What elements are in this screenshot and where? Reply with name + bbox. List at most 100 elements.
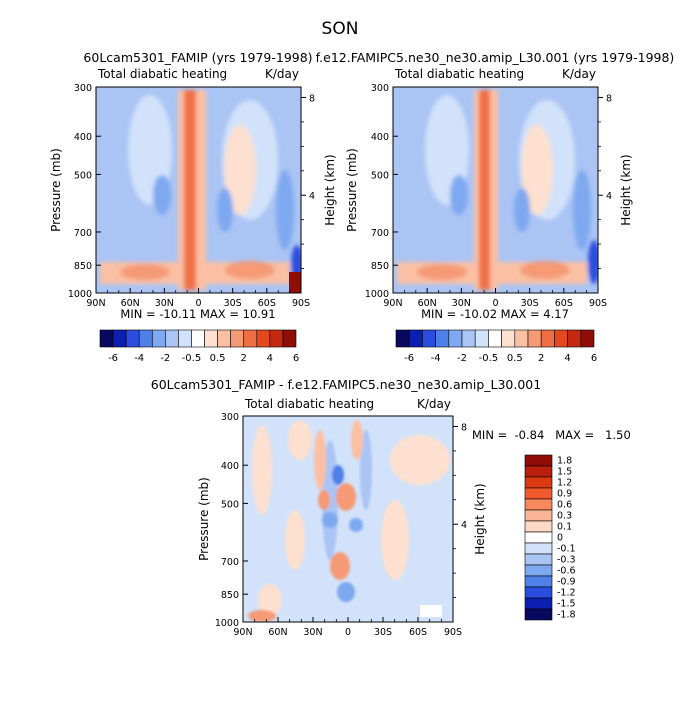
panel-1-polar-red: [289, 272, 301, 293]
x-tick-label: 60S: [258, 298, 276, 309]
panel-3-units: K/day: [417, 397, 451, 411]
colorbar-swatch: [138, 329, 153, 348]
colorbar-swatch: [524, 586, 553, 599]
y-tick-label: 300: [371, 83, 389, 94]
panel-3-pale-warm: [252, 425, 272, 515]
colorbar-label: -4: [431, 353, 441, 364]
y-tick-label: 1000: [215, 618, 239, 629]
colorbar-label: 2: [241, 353, 247, 364]
panel-3-warm-core: [351, 420, 363, 460]
colorbar-swatch: [524, 498, 553, 511]
colorbar-swatch: [554, 329, 568, 348]
colorbar-swatch: [474, 329, 489, 348]
colorbar-label: -0.1: [557, 543, 576, 554]
panel-2-min-max: MIN = -10.02 MAX = 4.17: [421, 307, 569, 321]
x-tick-label: 90N: [383, 298, 402, 309]
panel-3-cool-core: [332, 465, 344, 485]
colorbar-label: -6: [108, 353, 118, 364]
colorbar-swatch: [217, 329, 231, 348]
panel-1-blue-patch: [276, 170, 294, 250]
x-tick-label: 90S: [444, 627, 462, 638]
x-tick-label: 90S: [292, 298, 310, 309]
y-tick-label: 1000: [68, 289, 92, 300]
panel-3-warm-core: [314, 430, 326, 490]
x-tick-label: 60N: [121, 298, 140, 309]
y-axis-label: Pressure (mb): [197, 477, 211, 561]
colorbar-swatch: [191, 329, 205, 348]
panel-2-blue-patch: [514, 188, 530, 232]
x-tick-label: 30N: [303, 627, 322, 638]
right-axis-label: Height (km): [323, 154, 337, 225]
x-tick-label: 90S: [589, 298, 607, 309]
panel-1-units: K/day: [265, 67, 299, 81]
y-tick-label: 850: [371, 261, 389, 272]
colorbar-label: 0.1: [557, 521, 572, 532]
colorbar-label: 0: [557, 532, 563, 543]
colorbar-swatch: [540, 329, 555, 348]
panel-3-pale-warm: [381, 500, 409, 580]
panel-2-surface-heating: [520, 261, 570, 279]
colorbar-label: -0.9: [557, 576, 576, 587]
x-tick-label: 0: [195, 298, 201, 309]
colorbar-swatch: [230, 329, 245, 348]
colorbar-swatch: [151, 329, 166, 348]
colorbar-swatch: [524, 454, 553, 467]
panel-1-surface-heating: [120, 264, 170, 280]
colorbar-swatch: [125, 329, 140, 348]
colorbar-swatch: [527, 329, 542, 348]
x-tick-label: 90N: [233, 627, 252, 638]
colorbar-swatch: [524, 465, 553, 478]
colorbar-label: -1.2: [557, 587, 576, 598]
panel-3-title: 60Lcam5301_FAMIP - f.e12.FAMIPC5.ne30_ne…: [151, 377, 541, 392]
colorbar-swatch: [514, 329, 529, 348]
panel-3-field: [243, 416, 453, 622]
right-tick-label: 4: [606, 191, 612, 202]
colorbar-swatch: [408, 329, 423, 348]
panel-2-axes: 90N 60N 30N 0 30S 60S 90S 300 400 500 700 850 1000 8 4…: [345, 83, 633, 309]
colorbar-swatch: [524, 575, 553, 588]
panel-1-blue-patch: [153, 175, 171, 215]
colorbar-swatch: [524, 487, 553, 500]
colorbar-swatch: [524, 531, 553, 544]
right-tick-label: 8: [309, 93, 315, 104]
colorbar-swatch: [282, 329, 297, 348]
panel-2-deep-blue: [588, 240, 598, 284]
y-axis-label: Pressure (mb): [49, 148, 63, 232]
right-axis-label: Height (km): [473, 483, 487, 554]
x-tick-label: 30S: [521, 298, 539, 309]
x-tick-label: 30N: [155, 298, 174, 309]
panel-1-axes: 90N 60N 30N 0 30S 60S 90S 300 400 500 700 850 1000 8 4…: [49, 83, 337, 309]
panel-3-warm-core: [336, 483, 356, 511]
panel-1-surface-heating: [225, 261, 275, 279]
panel-2-colorbar: -6 -4 -2 -0.5 0.5 2 4 6: [395, 329, 597, 364]
colorbar-label: 0.9: [557, 488, 572, 499]
panel-1-colorbar: -6 -4 -2 -0.5 0.5 2 4 6: [99, 329, 299, 364]
colorbar-swatch: [501, 329, 516, 348]
y-tick-label: 400: [221, 461, 239, 472]
colorbar-swatch: [269, 329, 284, 348]
panel-1-min-max: MIN = -10.11 MAX = 10.91: [120, 307, 275, 321]
panel-3-cool-core: [337, 582, 355, 602]
colorbar-swatch: [524, 564, 553, 577]
colorbar-swatch: [461, 329, 476, 348]
panel-3-warm-core: [318, 490, 330, 510]
colorbar-swatch: [567, 329, 582, 348]
panel-3-pale-warm: [258, 584, 282, 616]
panel-3-pale-warm: [288, 420, 312, 460]
colorbar-swatch: [524, 509, 553, 522]
x-tick-label: 60N: [268, 627, 287, 638]
colorbar-swatch: [524, 553, 553, 566]
colorbar-label: 0.3: [557, 510, 572, 521]
colorbar-label: 4: [267, 353, 273, 364]
panel-2: f.e12.FAMIPC5.ne30_ne30.amip_L30.001 (yr…: [316, 50, 674, 294]
x-tick-label: 60S: [555, 298, 573, 309]
colorbar-swatch: [580, 329, 595, 348]
colorbar-label: -2: [160, 353, 170, 364]
panel-3-pale-warm: [285, 510, 305, 570]
panel-2-blue-patch: [450, 175, 468, 215]
colorbar-label: -6: [404, 353, 414, 364]
y-tick-label: 400: [74, 132, 92, 143]
colorbar-label: -0.3: [557, 554, 576, 565]
colorbar-label: -4: [134, 353, 144, 364]
